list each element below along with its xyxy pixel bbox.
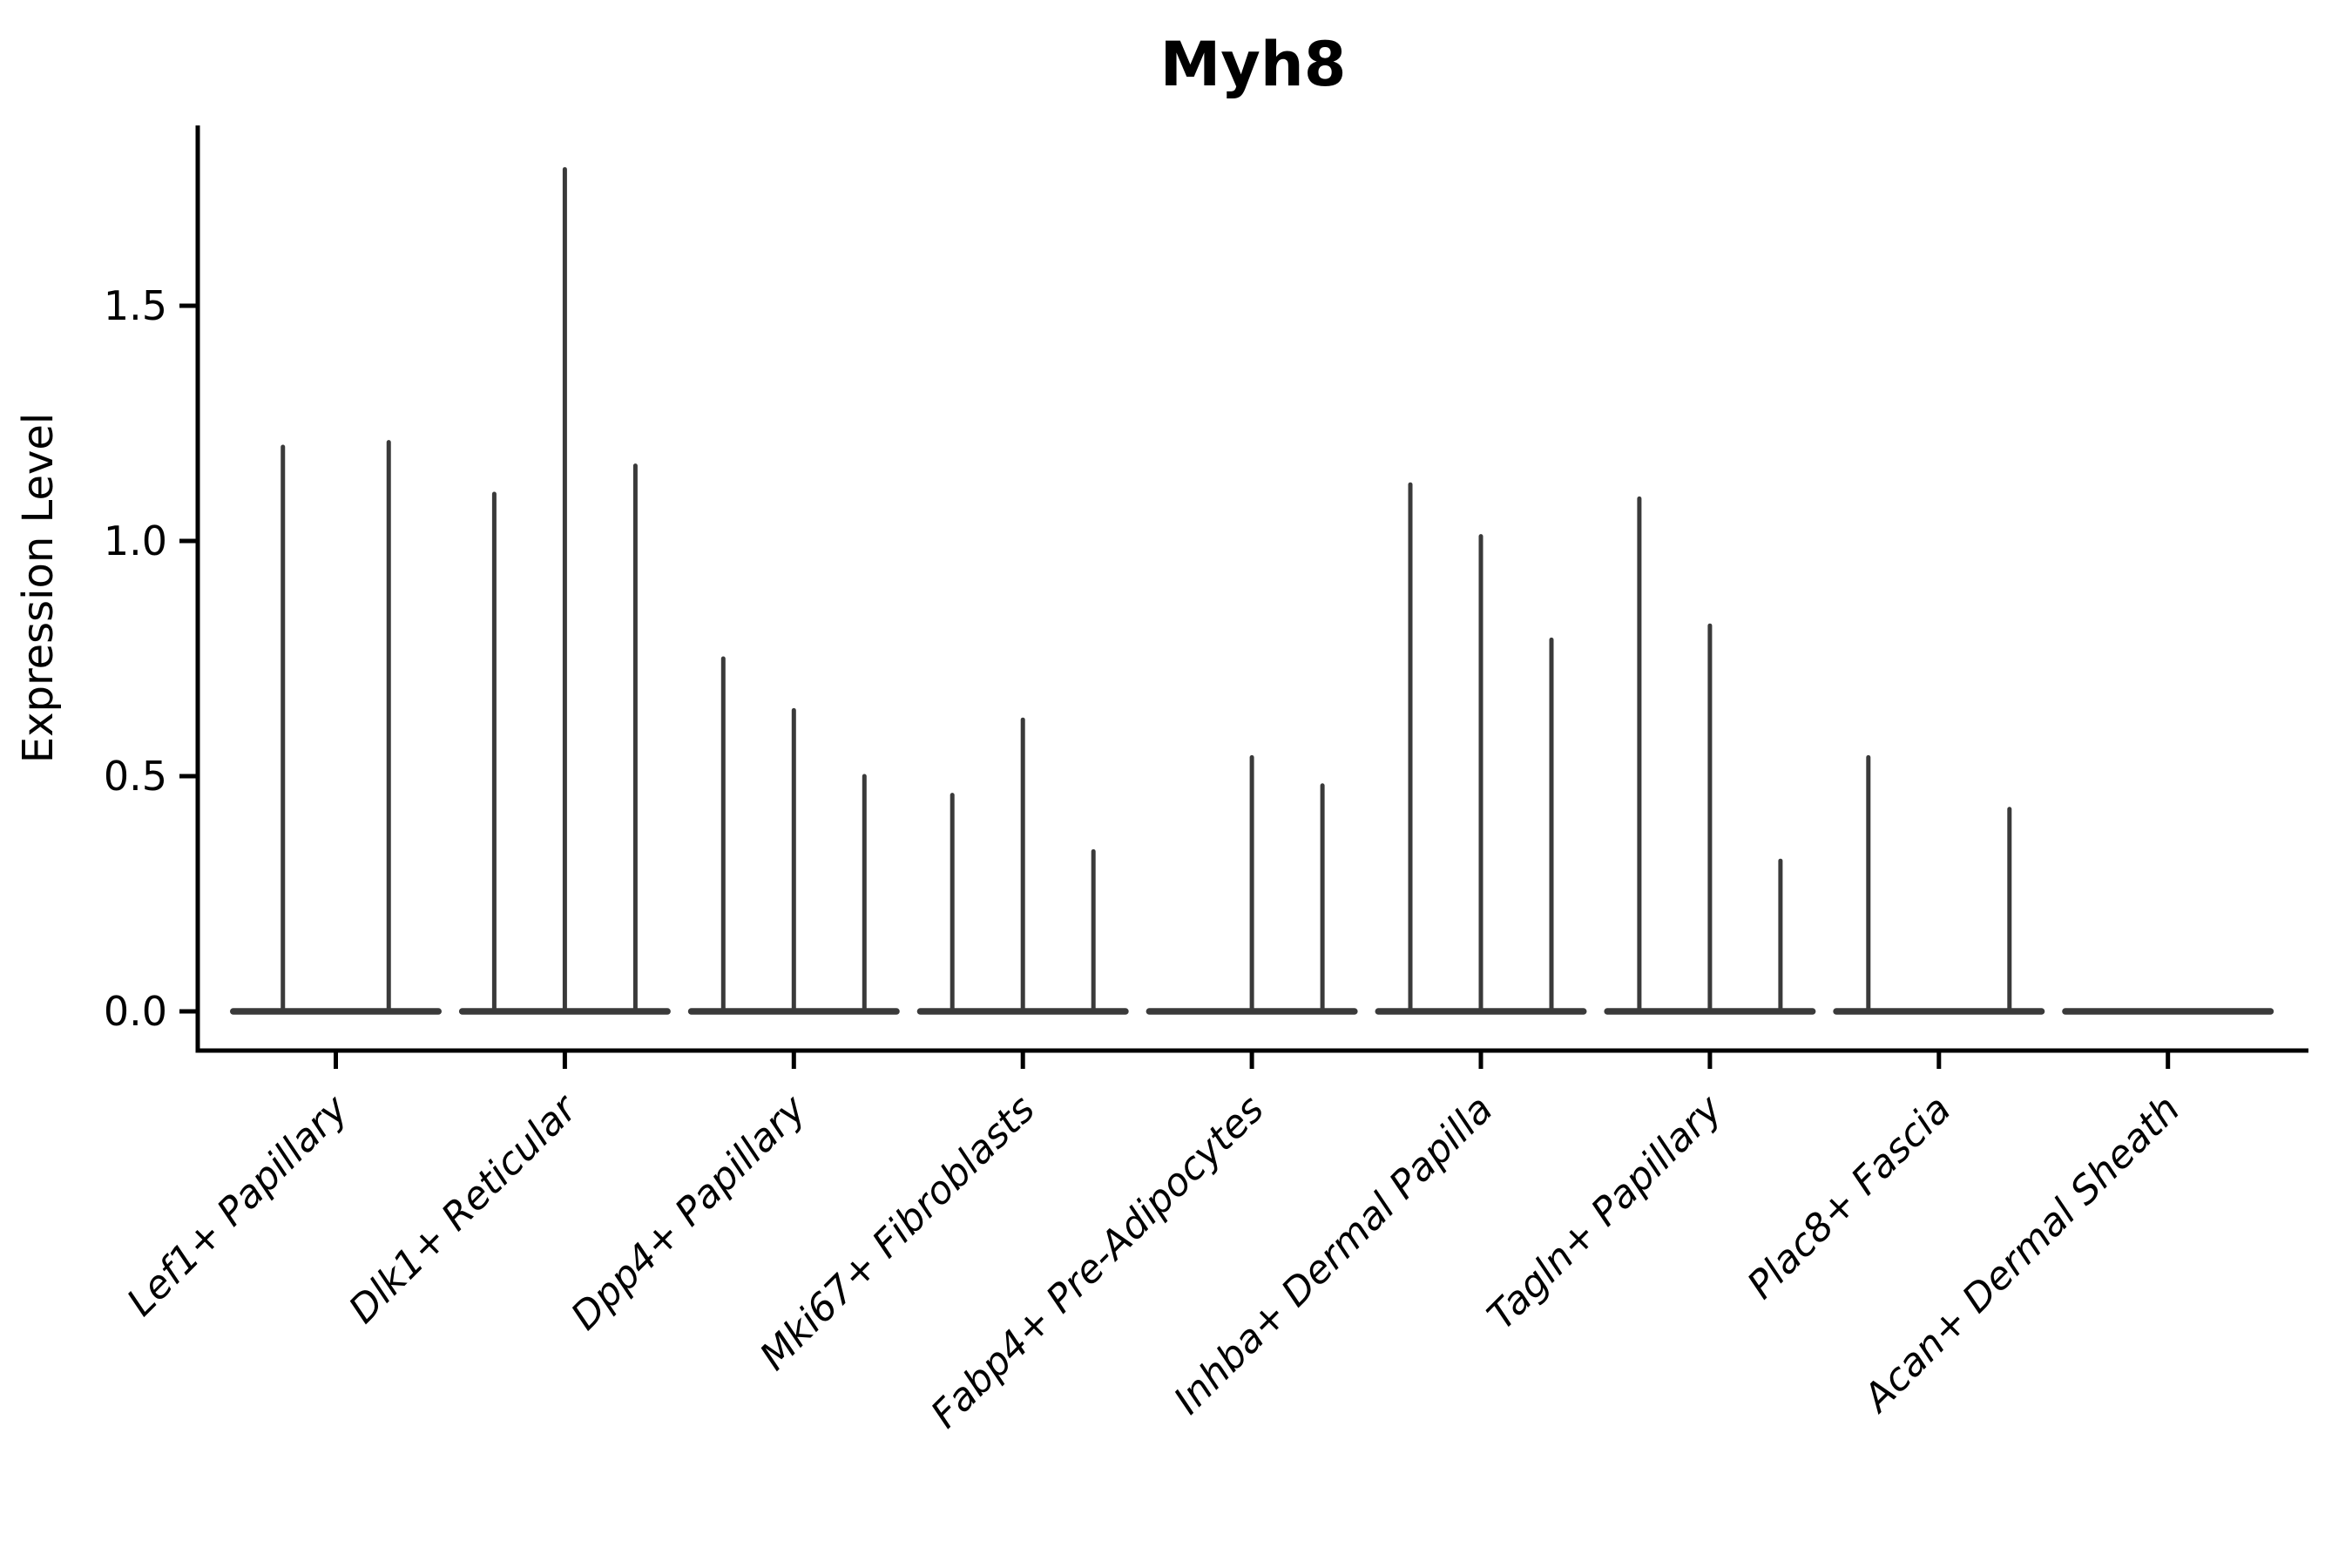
y-tick-label: 0.5 [104,753,167,800]
x-tick-label: Dpp4+ Papillary [563,1086,815,1339]
x-tick-label: Tagln+ Papillary [1479,1086,1731,1338]
y-tick-label: 0.0 [104,988,167,1035]
y-axis-label: Expression Level [14,413,63,764]
x-tick-label: Dlk1+ Reticular [341,1085,587,1332]
y-tick-label: 1.0 [104,517,167,564]
y-tick-label: 1.5 [104,282,167,329]
x-tick-label: Plac8+ Fascia [1739,1087,1959,1308]
chart-title: Myh8 [1160,29,1347,100]
x-tick-label: Lef1+ Papillary [118,1086,357,1325]
